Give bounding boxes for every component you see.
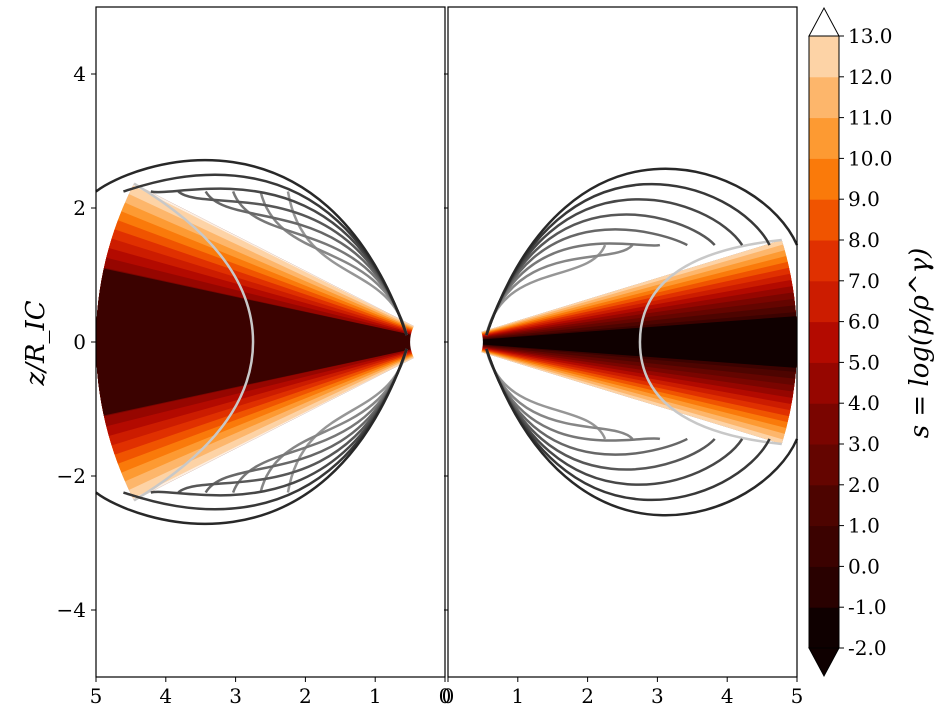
x-tick-label: 0	[439, 684, 452, 708]
colorbar-segment	[809, 362, 839, 404]
streamline	[485, 167, 799, 336]
axes-frames	[91, 6, 798, 682]
y-tick-label: 2	[73, 196, 86, 220]
colorbar-segment	[809, 525, 839, 567]
colorbar-segment	[809, 76, 839, 119]
colorbar-segment	[809, 36, 839, 78]
x-tick-label: 2	[581, 684, 594, 708]
colorbar-tick-label: 12.0	[848, 65, 893, 89]
colorbar-tick-label: 13.0	[848, 24, 893, 48]
colorbar-segment	[809, 403, 839, 445]
colorbar-segment	[809, 484, 839, 527]
boundary-contour	[638, 238, 782, 446]
y-tick-label: −2	[57, 464, 86, 488]
colorbar-extend-min	[808, 647, 840, 678]
y-tick-label: 0	[73, 330, 86, 354]
colorbar-segment	[809, 280, 839, 323]
panel-left	[95, 158, 480, 526]
colorbar-segment	[809, 199, 839, 241]
colorbar-tick-label: 2.0	[848, 473, 880, 497]
colorbar-segment	[809, 607, 839, 649]
colorbar-tick-label: 1.0	[848, 514, 880, 538]
streamline	[485, 348, 799, 517]
colorbar-label: s = log(p/ρ^γ)	[905, 248, 935, 439]
x-tick-label: 3	[229, 684, 242, 708]
x-tick-label: 2	[299, 684, 312, 708]
x-tick-label: 5	[90, 684, 103, 708]
colorbar-tick-label: 6.0	[848, 310, 880, 334]
colorbar-segment	[809, 158, 839, 200]
colorbar: 13.0 12.0 11.0 10.0 9.0 8.0 7.0 6.0 5.0 4.0 3.0 2.0…	[808, 6, 893, 678]
colorbar-segment	[809, 240, 839, 282]
colorbar-segment	[809, 566, 839, 608]
colorbar-segment	[809, 321, 839, 363]
boundary-contour	[133, 182, 255, 502]
field-core	[448, 310, 798, 374]
colorbar-extend-max	[808, 6, 840, 37]
colorbar-frame	[808, 35, 840, 649]
x-tick-label: 0	[442, 684, 455, 708]
colorbar-tick-label: 3.0	[848, 432, 880, 456]
streamline	[95, 158, 408, 336]
field-core	[95, 253, 445, 431]
y-tick-label: 4	[73, 62, 86, 86]
x-tick-label: 3	[651, 684, 664, 708]
x-tick-label: 1	[369, 684, 382, 708]
colorbar-tick-label: 8.0	[848, 228, 880, 252]
x-tick-label: 4	[159, 684, 172, 708]
colorbar-tick-label: 9.0	[848, 187, 880, 211]
x-tick-label: 5	[791, 684, 804, 708]
x-tick-label: 4	[721, 684, 734, 708]
colorbar-tick-label: -2.0	[848, 636, 887, 660]
colorbar-tick-label: 4.0	[848, 391, 880, 415]
y-axis-label: z/R_IC	[21, 300, 51, 386]
colorbar-segment	[809, 444, 839, 486]
colorbar-tick-label: 11.0	[848, 106, 893, 130]
colorbar-tick-label: 10.0	[848, 146, 893, 170]
panel-right	[413, 167, 799, 517]
x-tick-label: 1	[511, 684, 524, 708]
streamline	[95, 348, 408, 526]
colorbar-tick-label: 0.0	[848, 554, 880, 578]
colorbar-tick-label: 5.0	[848, 350, 880, 374]
colorbar-tick-label: -1.0	[848, 595, 887, 619]
colorbar-segment	[809, 117, 839, 159]
colorbar-tick-label: 7.0	[848, 269, 880, 293]
y-tick-label: −4	[57, 598, 86, 622]
